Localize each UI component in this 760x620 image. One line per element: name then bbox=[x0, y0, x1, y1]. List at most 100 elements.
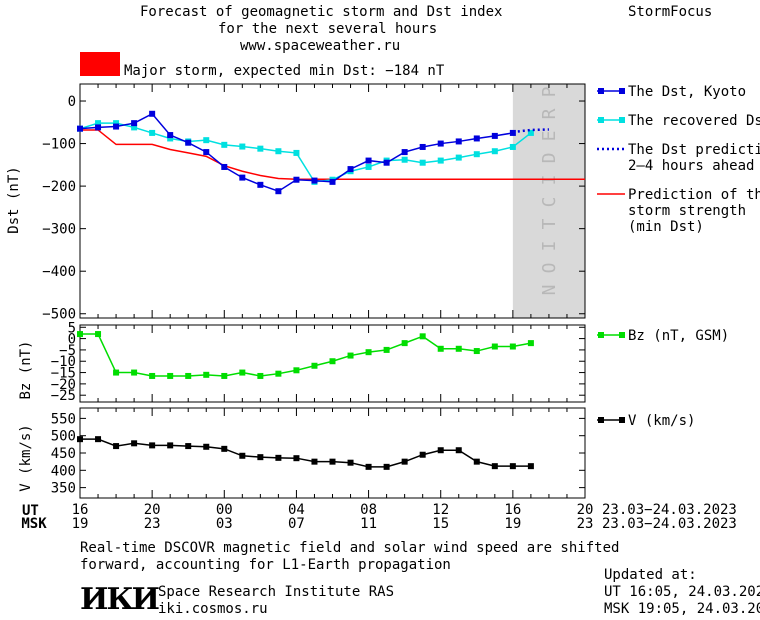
data-point bbox=[275, 370, 282, 377]
legend-bz: Bz (nT, GSM) bbox=[628, 328, 729, 344]
data-point bbox=[239, 174, 246, 181]
data-point bbox=[77, 331, 83, 338]
footer-note-line2: forward, accounting for L1-Earth propaga… bbox=[80, 557, 451, 573]
data-point bbox=[455, 447, 462, 454]
data-point bbox=[131, 124, 138, 131]
data-point bbox=[329, 358, 336, 365]
y-tick-label: 350 bbox=[51, 481, 76, 497]
institute-name: Space Research Institute RAS bbox=[158, 584, 395, 600]
data-point bbox=[329, 458, 336, 465]
data-point bbox=[473, 458, 480, 465]
y-tick-label: −25 bbox=[51, 388, 76, 404]
data-point bbox=[527, 129, 534, 136]
data-point bbox=[455, 345, 462, 352]
msk-tick-label: 11 bbox=[360, 516, 377, 532]
data-point bbox=[383, 463, 390, 470]
data-point bbox=[347, 459, 354, 466]
data-point bbox=[491, 463, 498, 470]
y-tick-label: −300 bbox=[42, 222, 76, 238]
data-point bbox=[167, 442, 174, 449]
prediction-band-letter: O bbox=[539, 263, 560, 274]
ut-tick-label: 08 bbox=[360, 502, 377, 518]
data-point bbox=[419, 143, 426, 150]
y-axis-label: Bz (nT) bbox=[18, 340, 34, 399]
data-point bbox=[239, 369, 246, 376]
data-point bbox=[221, 163, 228, 170]
y-tick-label: −100 bbox=[42, 137, 76, 153]
legend-v: V (km/s) bbox=[628, 413, 695, 429]
data-point bbox=[437, 157, 444, 164]
y-tick-label: 500 bbox=[51, 429, 76, 445]
data-point bbox=[113, 123, 120, 130]
msk-tick-label: 15 bbox=[432, 516, 449, 532]
data-point bbox=[95, 120, 102, 127]
data-point bbox=[185, 139, 192, 146]
msk-tick-label: 03 bbox=[216, 516, 233, 532]
footer-note-line1: Real-time DSCOVR magnetic field and sola… bbox=[80, 540, 620, 556]
prediction-band-letter: P bbox=[539, 86, 560, 97]
prediction-band-letter: D bbox=[539, 153, 560, 164]
prediction-band-letter: I bbox=[539, 241, 560, 252]
ut-axis-label: UT bbox=[22, 503, 39, 519]
updated-msk: MSK 19:05, 24.03.2023 bbox=[604, 601, 760, 617]
chart-frames bbox=[79, 83, 586, 499]
legend-recovered-marker bbox=[598, 117, 604, 123]
data-point bbox=[221, 372, 228, 379]
data-point bbox=[509, 343, 516, 350]
institute-website[interactable]: iki.cosmos.ru bbox=[158, 601, 268, 617]
data-point bbox=[275, 148, 282, 155]
data-point bbox=[239, 452, 246, 459]
data-point bbox=[239, 143, 246, 150]
data-point bbox=[401, 458, 408, 465]
data-point bbox=[509, 129, 516, 136]
y-tick-label: 0 bbox=[68, 332, 76, 348]
data-point bbox=[77, 436, 83, 443]
data-point bbox=[221, 141, 228, 148]
series-line bbox=[512, 128, 549, 134]
legend-prediction-line2: 2–4 hours ahead bbox=[628, 158, 754, 174]
chart-title-url[interactable]: www.spaceweather.ru bbox=[240, 38, 401, 54]
data-point bbox=[401, 149, 408, 156]
prediction-band-letter: R bbox=[539, 108, 560, 119]
data-point bbox=[95, 124, 102, 131]
ut-tick-label: 20 bbox=[144, 502, 161, 518]
data-point bbox=[491, 148, 498, 155]
brand-name: StormFocus bbox=[628, 4, 713, 20]
data-point bbox=[275, 454, 282, 461]
data-point bbox=[293, 176, 300, 183]
data-point bbox=[455, 154, 462, 161]
data-point bbox=[203, 371, 210, 378]
data-point bbox=[347, 352, 354, 359]
prediction-band-rect bbox=[512, 84, 585, 318]
data-point bbox=[185, 443, 192, 450]
data-point bbox=[365, 163, 372, 170]
iki-logo[interactable]: ИКИ bbox=[80, 582, 160, 617]
series-line bbox=[79, 122, 532, 183]
y-tick-label: −20 bbox=[51, 377, 76, 393]
legend-strength-line1: Prediction of the bbox=[628, 187, 760, 203]
legend-bz-marker bbox=[598, 332, 604, 338]
ut-date-range: 23.03−24.03.2023 bbox=[602, 502, 737, 518]
data-point bbox=[383, 159, 390, 166]
y-tick-label: −200 bbox=[42, 179, 76, 195]
msk-tick-label: 07 bbox=[288, 516, 305, 532]
data-point bbox=[491, 343, 498, 350]
data-point bbox=[275, 188, 282, 195]
legend-strength-line2: storm strength bbox=[628, 203, 746, 219]
data-point bbox=[167, 135, 174, 142]
msk-tick-label: 23 bbox=[144, 516, 161, 532]
legend-bz-marker bbox=[619, 332, 625, 338]
data-point bbox=[149, 372, 156, 379]
data-point bbox=[491, 132, 498, 139]
data-point bbox=[185, 372, 192, 379]
data-point bbox=[509, 463, 516, 470]
data-point bbox=[167, 132, 174, 139]
ut-tick-label: 20 bbox=[577, 502, 594, 518]
prediction-band-letter: C bbox=[539, 197, 560, 208]
data-point bbox=[95, 436, 102, 443]
data-point bbox=[293, 149, 300, 156]
data-point bbox=[149, 110, 156, 117]
